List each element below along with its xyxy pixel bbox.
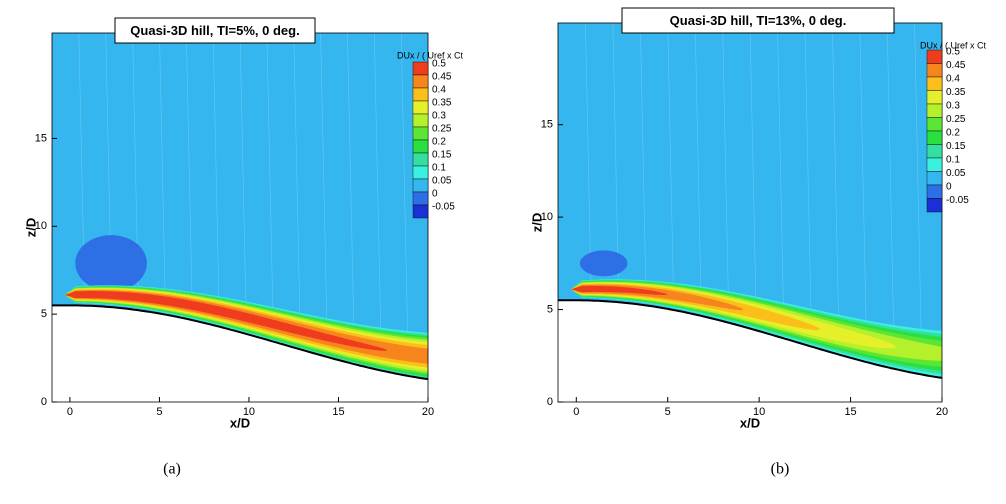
- x-tick-label: 10: [753, 406, 765, 418]
- colorbar-label: 0.5: [946, 47, 960, 58]
- colorbar-label: 0.5: [432, 59, 446, 70]
- contour-region: [75, 235, 147, 292]
- colorbar-swatch: [926, 90, 943, 105]
- colorbar-label: -0.05: [946, 195, 969, 206]
- x-axis-label: x/D: [230, 415, 250, 430]
- colorbar-swatch: [926, 198, 943, 213]
- x-tick-label: 0: [573, 406, 579, 418]
- colorbar-label: 0.25: [946, 114, 966, 125]
- x-tick-label: 15: [844, 406, 856, 418]
- y-tick-label: 5: [547, 303, 553, 315]
- colorbar-label: 0.2: [946, 128, 960, 139]
- colorbar-swatch: [412, 139, 429, 154]
- colorbar-swatch: [926, 144, 943, 159]
- ground: [558, 300, 942, 402]
- colorbar-label: 0.15: [432, 150, 452, 161]
- contour-region: [64, 291, 387, 351]
- y-tick-label: 10: [35, 220, 47, 232]
- colorbar-label: 0.45: [432, 72, 452, 83]
- colorbar-label: 0.05: [946, 168, 966, 179]
- colorbar-swatch: [926, 130, 943, 145]
- contour-region: [64, 290, 428, 364]
- colorbar-label: 0.25: [432, 124, 452, 135]
- colorbar-label: 0.1: [946, 155, 960, 166]
- colorbar-swatch: [926, 76, 943, 91]
- y-axis-label: z/D: [23, 218, 38, 238]
- contour-region: [570, 283, 820, 331]
- colorbar-label: -0.05: [432, 202, 455, 213]
- colorbar-label: 0.3: [946, 101, 960, 112]
- colorbar-label: 0.05: [432, 176, 452, 187]
- colorbar-title: DUx / ( Uref x Ct: [397, 50, 464, 60]
- terrain-line: [558, 299, 942, 379]
- colorbar-swatch: [412, 126, 429, 141]
- colorbar-swatch: [412, 100, 429, 115]
- plot: [558, 23, 942, 402]
- colorbar-swatch: [926, 171, 943, 186]
- chart-title: Quasi-3D hill, TI=5%, 0 deg.: [130, 23, 299, 38]
- title-box: [621, 7, 895, 34]
- y-axis-label: z/D: [529, 213, 544, 233]
- colorbar-swatch: [412, 113, 429, 128]
- y-tick-label: 0: [41, 396, 47, 408]
- colorbar-swatch: [926, 63, 943, 78]
- colorbar-label: 0.2: [432, 137, 446, 148]
- colorbar-label: 0.45: [946, 60, 966, 71]
- colorbar-title: DUx / ( Uref x Ct: [920, 40, 987, 50]
- caption: (b): [771, 461, 790, 478]
- x-axis-label: x/D: [740, 415, 760, 430]
- y-tick-label: 15: [541, 119, 553, 131]
- contour-region: [570, 285, 668, 295]
- caption: (a): [163, 461, 181, 478]
- y-tick-label: 10: [541, 211, 553, 223]
- ground: [52, 305, 428, 402]
- colorbar-swatch: [926, 49, 943, 64]
- colorbar-label: 0: [946, 182, 952, 193]
- colorbar-swatch: [412, 165, 429, 180]
- x-tick-label: 5: [156, 406, 162, 418]
- colorbar-swatch: [926, 117, 943, 132]
- colorbar-swatch: [412, 191, 429, 206]
- colorbar-swatch: [412, 178, 429, 193]
- contour-region: [570, 282, 897, 349]
- colorbar-label: 0.35: [946, 87, 966, 98]
- colorbar-label: 0.4: [946, 74, 960, 85]
- colorbar-label: 0: [432, 189, 438, 200]
- colorbar-label: 0.35: [432, 98, 452, 109]
- colorbar-swatch: [412, 61, 429, 76]
- contour-region: [64, 289, 428, 368]
- x-tick-label: 5: [665, 406, 671, 418]
- colorbar-swatch: [412, 74, 429, 89]
- colorbar-swatch: [412, 152, 429, 167]
- colorbar-swatch: [412, 204, 429, 219]
- y-tick-label: 0: [547, 396, 553, 408]
- x-tick-label: 20: [936, 406, 948, 418]
- title-box: [114, 17, 316, 44]
- x-tick-label: 0: [67, 406, 73, 418]
- colorbar-swatch: [926, 103, 943, 118]
- colorbar-label: 0.4: [432, 85, 446, 96]
- y-tick-label: 15: [35, 132, 47, 144]
- x-tick-label: 20: [422, 406, 434, 418]
- x-tick-label: 10: [243, 406, 255, 418]
- chart-title: Quasi-3D hill, TI=13%, 0 deg.: [670, 13, 847, 28]
- x-tick-label: 15: [332, 406, 344, 418]
- colorbar-swatch: [926, 157, 943, 172]
- colorbar-label: 0.3: [432, 111, 446, 122]
- colorbar-swatch: [412, 87, 429, 102]
- terrain-line: [52, 304, 428, 381]
- contour-region: [579, 250, 628, 277]
- plot: [52, 33, 428, 402]
- colorbar-label: 0.15: [946, 141, 966, 152]
- y-tick-label: 5: [41, 308, 47, 320]
- colorbar-label: 0.1: [432, 163, 446, 174]
- colorbar-swatch: [926, 184, 943, 199]
